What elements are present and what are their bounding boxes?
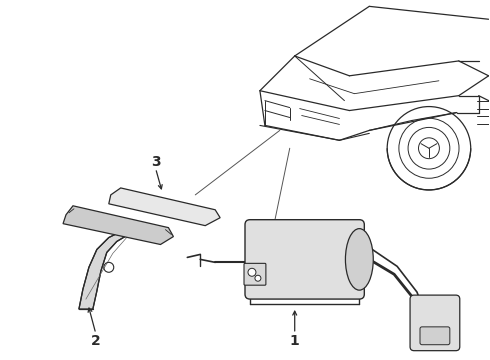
Polygon shape bbox=[79, 228, 137, 309]
Circle shape bbox=[248, 268, 256, 276]
Circle shape bbox=[255, 275, 261, 281]
FancyBboxPatch shape bbox=[420, 327, 450, 345]
Polygon shape bbox=[109, 188, 220, 226]
FancyBboxPatch shape bbox=[245, 220, 365, 299]
Text: 2: 2 bbox=[91, 334, 101, 348]
Text: 3: 3 bbox=[151, 155, 160, 169]
Text: 1: 1 bbox=[290, 334, 299, 348]
FancyBboxPatch shape bbox=[410, 295, 460, 351]
FancyBboxPatch shape bbox=[244, 264, 266, 285]
Polygon shape bbox=[63, 206, 173, 244]
Ellipse shape bbox=[345, 229, 373, 290]
